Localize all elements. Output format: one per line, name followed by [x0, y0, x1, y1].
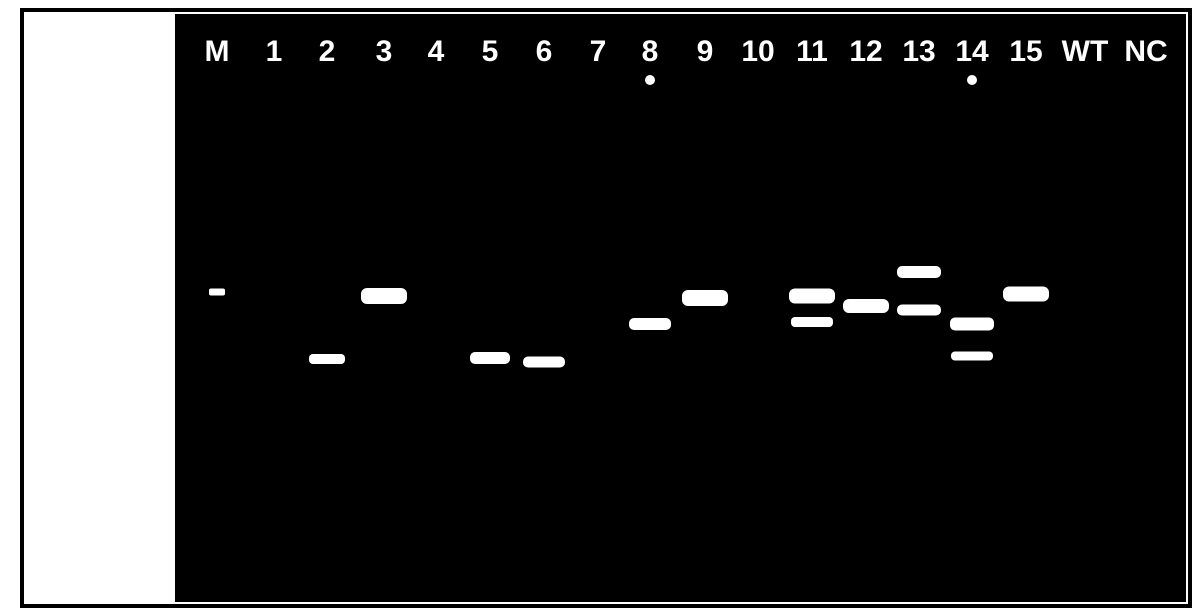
- band-lane13-9: [897, 266, 941, 278]
- lane-label-NC: NC: [1124, 35, 1167, 69]
- ladder-label-500: 500 bp: [69, 346, 170, 383]
- gel-background: [175, 14, 1186, 602]
- lane-label-13: 13: [902, 35, 935, 69]
- band-lane13-10: [897, 305, 941, 316]
- band-lane9-5: [682, 290, 728, 306]
- band-lane3-1: [361, 288, 407, 304]
- lane-label-6: 6: [536, 35, 553, 69]
- lane-label-7: 7: [590, 35, 607, 69]
- band-lane6-3: [523, 357, 565, 368]
- lane-label-14: 14: [955, 35, 988, 69]
- lane-label-15: 15: [1009, 35, 1042, 69]
- ladder-label-1000: 1000 bp: [51, 230, 170, 267]
- marker-dot-8: [645, 75, 655, 85]
- band-lane15-13: [1003, 287, 1049, 302]
- band-lane2-0: [309, 354, 345, 364]
- lane-label-8: 8: [642, 35, 659, 69]
- lane-label-2: 2: [319, 35, 336, 69]
- lane-label-WT: WT: [1062, 35, 1109, 69]
- ladder-label-750: 750 bp: [69, 274, 170, 311]
- lane-label-4: 4: [428, 35, 445, 69]
- ladder-label-100: 100 bp: [69, 527, 170, 564]
- lane-label-3: 3: [376, 35, 393, 69]
- lane-label-M: M: [205, 35, 230, 69]
- band-lane14-12: [951, 352, 993, 361]
- band-lane11-7: [791, 317, 833, 327]
- lane-label-12: 12: [849, 35, 882, 69]
- ladder-label-250: 250 bp: [69, 452, 170, 489]
- band-lane12-8: [843, 299, 889, 313]
- lane-label-9: 9: [697, 35, 714, 69]
- lane-label-1: 1: [266, 35, 283, 69]
- band-lane14-11: [950, 318, 994, 331]
- marker-dot-14: [967, 75, 977, 85]
- ladder-tick-750: [209, 289, 225, 296]
- lane-label-11: 11: [796, 35, 828, 69]
- ladder-label-2000: 2000 bp: [51, 152, 170, 189]
- band-lane11-6: [789, 289, 835, 304]
- lane-label-5: 5: [482, 35, 499, 69]
- lane-label-10: 10: [741, 35, 774, 69]
- band-lane8-4: [629, 318, 671, 330]
- band-lane5-2: [470, 352, 510, 364]
